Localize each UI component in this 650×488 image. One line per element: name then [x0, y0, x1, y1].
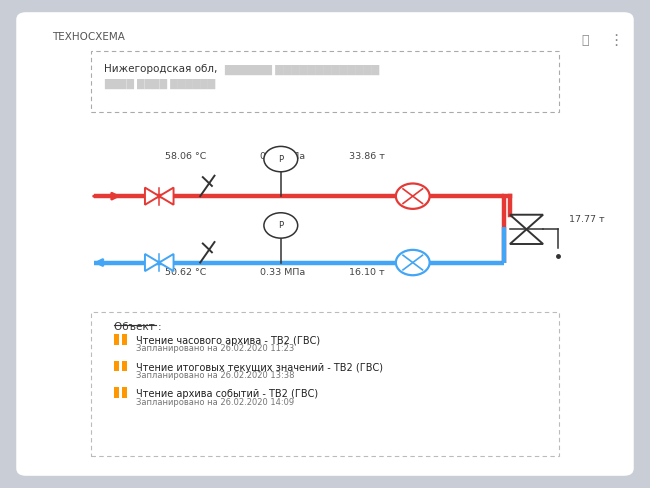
Text: Р: Р	[278, 221, 283, 230]
Text: Чтение часового архива - ТВ2 (ГВС): Чтение часового архива - ТВ2 (ГВС)	[136, 336, 320, 346]
Bar	[122, 361, 127, 371]
Polygon shape	[145, 187, 159, 205]
Bar	[114, 387, 119, 398]
Polygon shape	[510, 229, 543, 244]
Circle shape	[396, 183, 430, 209]
Text: 0.39 МПа: 0.39 МПа	[260, 152, 306, 161]
Text: ТЕХНОСХЕМА: ТЕХНОСХЕМА	[52, 32, 125, 41]
FancyBboxPatch shape	[16, 12, 634, 476]
Circle shape	[264, 213, 298, 238]
Text: 17.77 т: 17.77 т	[569, 215, 604, 224]
Text: 50.62 °C: 50.62 °C	[164, 268, 206, 277]
Text: ⧉: ⧉	[582, 34, 590, 47]
FancyBboxPatch shape	[91, 51, 559, 112]
Bar	[114, 334, 119, 345]
Text: 16.10 т: 16.10 т	[350, 268, 385, 277]
Polygon shape	[145, 254, 159, 271]
Circle shape	[264, 146, 298, 172]
FancyBboxPatch shape	[91, 312, 559, 456]
Text: Объект :: Объект :	[114, 322, 161, 332]
Bar	[122, 334, 127, 345]
Polygon shape	[159, 187, 174, 205]
Bar	[122, 387, 127, 398]
Text: 33.86 т: 33.86 т	[349, 152, 385, 161]
Polygon shape	[510, 215, 543, 229]
Text: Запланировано на 26.02.2020 14:09: Запланировано на 26.02.2020 14:09	[136, 398, 294, 407]
Text: Р: Р	[278, 155, 283, 163]
Text: ⋮: ⋮	[608, 33, 623, 48]
Text: ██████ █████████████: ██████ █████████████	[224, 64, 380, 75]
Text: ████ ████ ██████: ████ ████ ██████	[104, 79, 215, 89]
Circle shape	[396, 250, 430, 275]
Text: 58.06 °C: 58.06 °C	[164, 152, 206, 161]
Bar	[114, 361, 119, 371]
Text: Запланировано на 26.02.2020 11:23: Запланировано на 26.02.2020 11:23	[136, 344, 294, 353]
Text: Нижегородская обл,: Нижегородская обл,	[104, 64, 217, 74]
Text: 0.33 МПа: 0.33 МПа	[260, 268, 306, 277]
Polygon shape	[159, 254, 174, 271]
Text: Чтение архива событий - ТВ2 (ГВС): Чтение архива событий - ТВ2 (ГВС)	[136, 389, 318, 399]
Text: Запланировано на 26.02.2020 13:38: Запланировано на 26.02.2020 13:38	[136, 371, 295, 380]
Text: Чтение итоговых текущих значений - ТВ2 (ГВС): Чтение итоговых текущих значений - ТВ2 (…	[136, 363, 384, 372]
